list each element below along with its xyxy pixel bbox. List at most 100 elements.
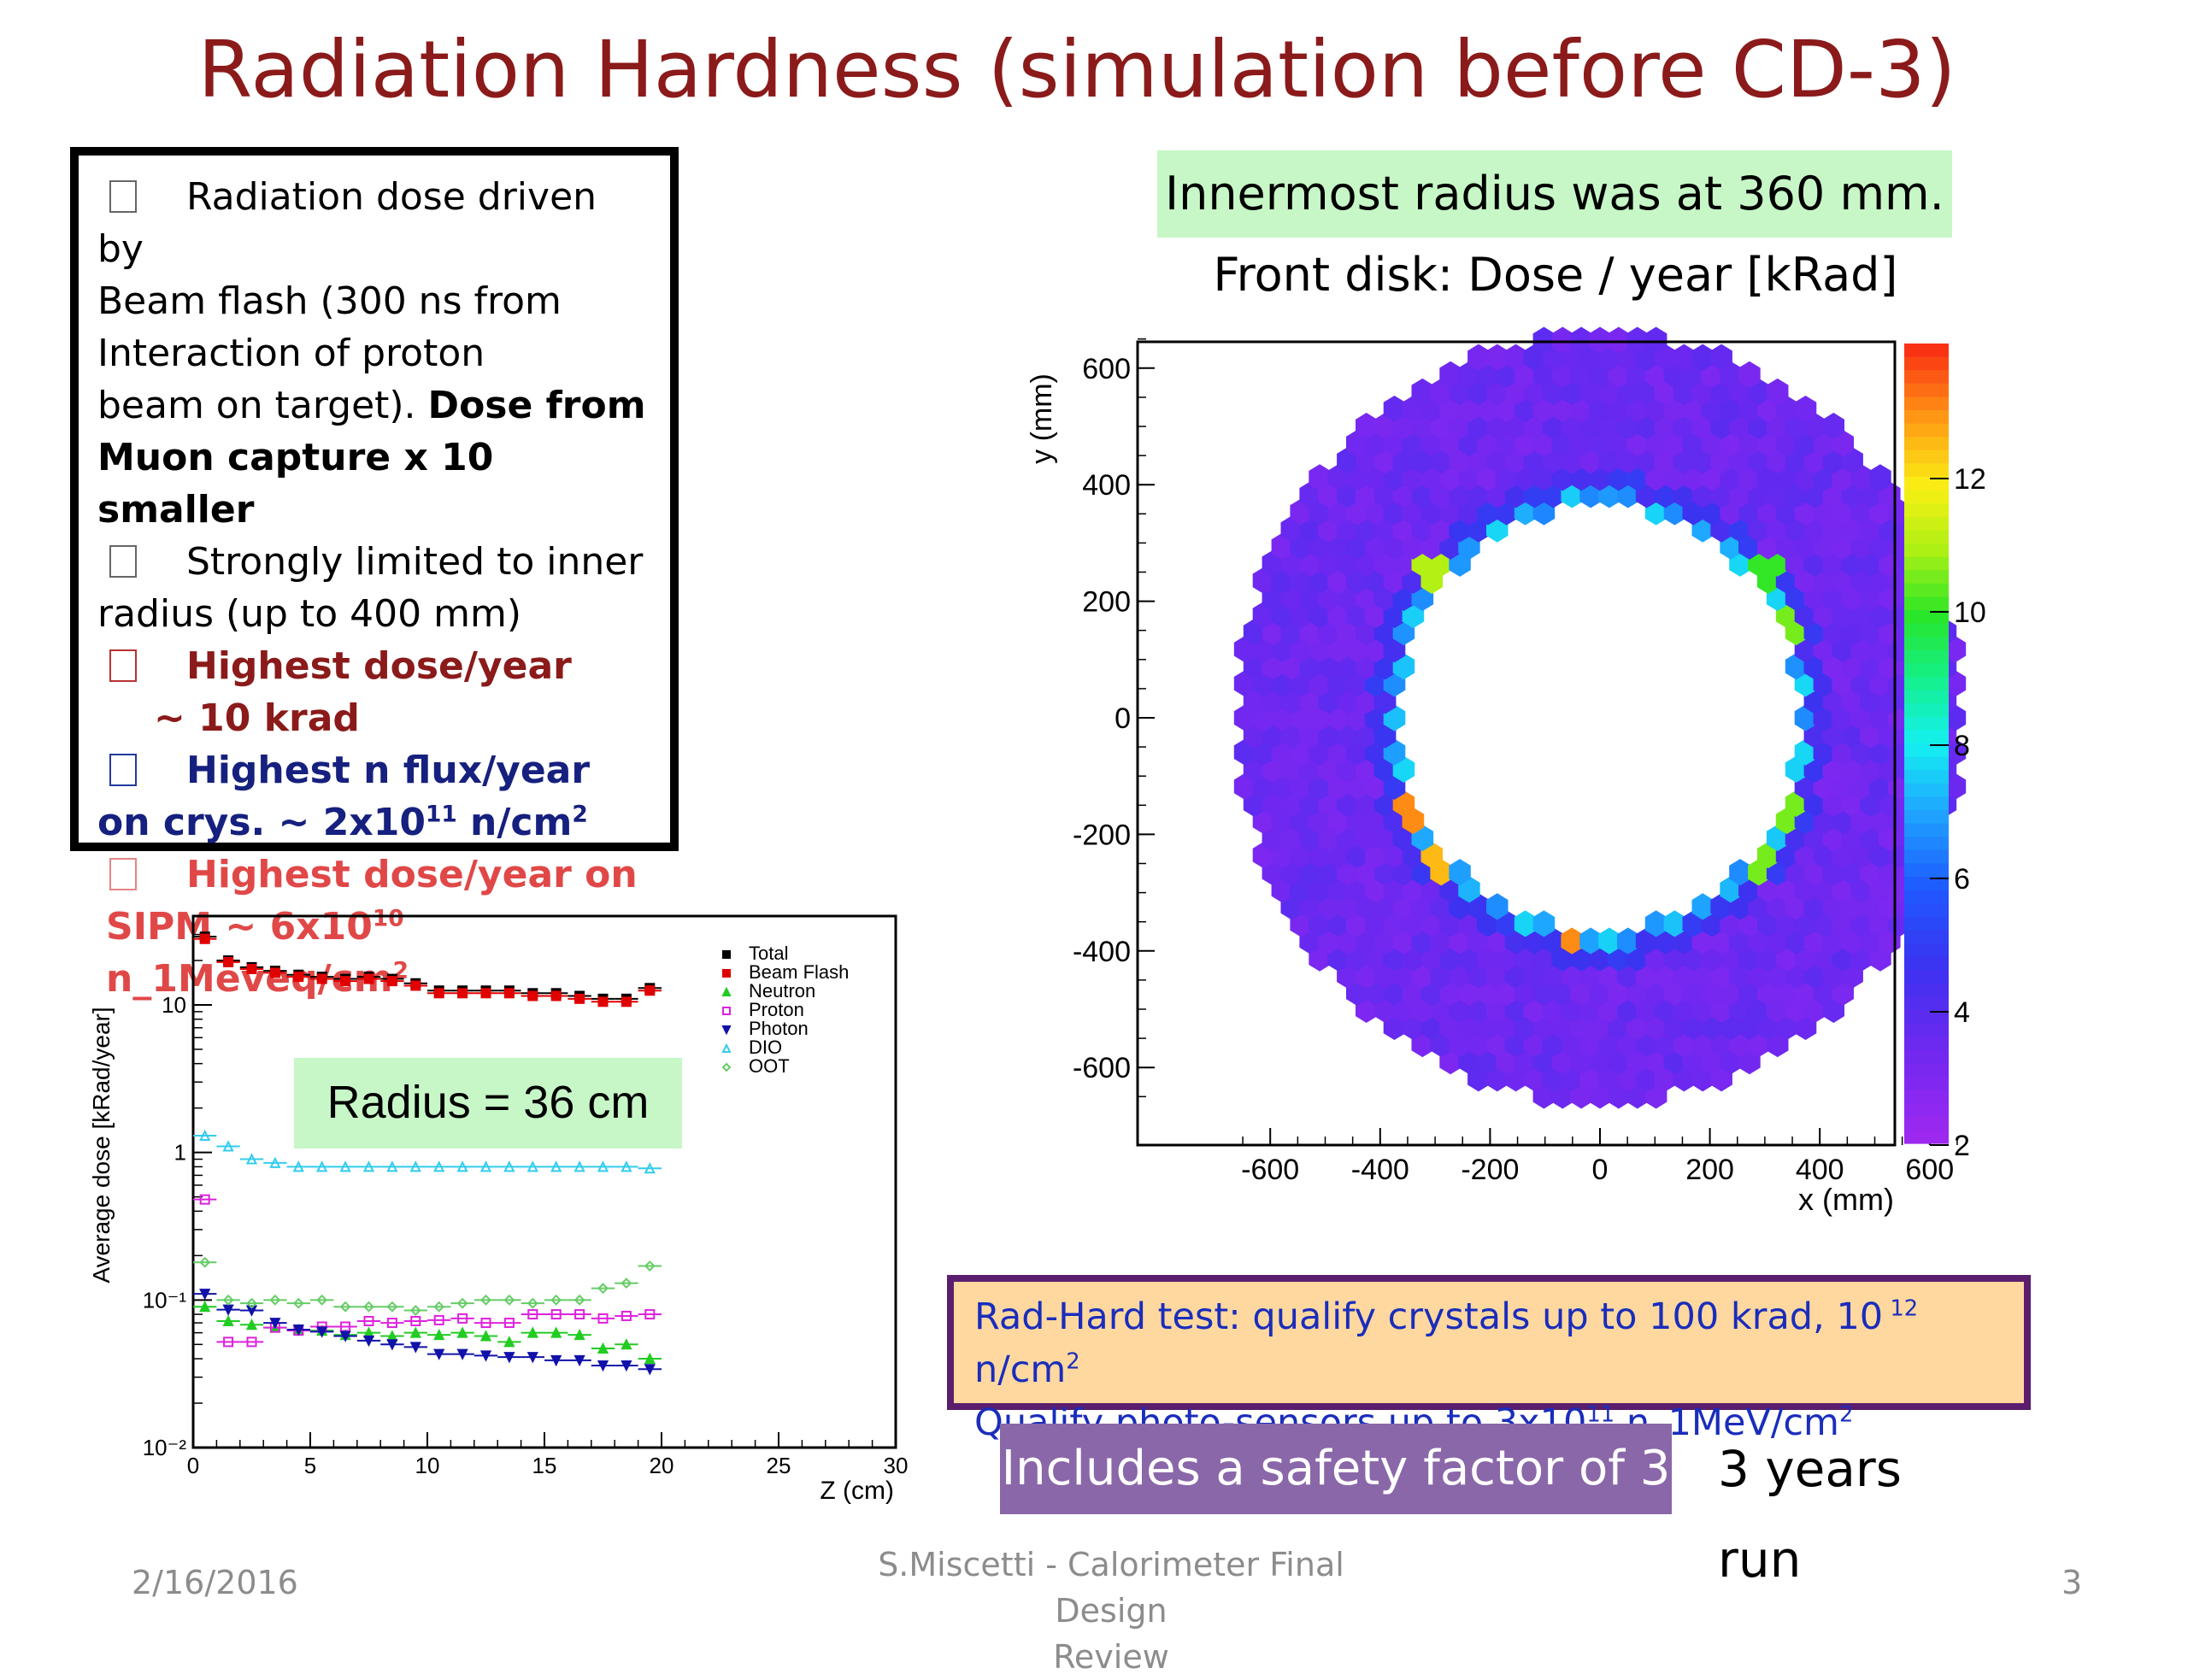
- superscript: 2: [572, 801, 588, 828]
- bullet-2: Strongly limited to inner: [97, 536, 651, 588]
- legend-label: Total: [749, 943, 788, 964]
- bullet-5: Highest dose/year on: [97, 849, 651, 901]
- bullet-3: Highest dose/year: [97, 640, 651, 692]
- colorbar-segment: [1904, 637, 1949, 651]
- colorbar-segment: [1904, 663, 1949, 678]
- bullet-text: SIPM ~ 6x10: [106, 905, 373, 949]
- colorbar-segment: [1904, 716, 1949, 731]
- y-tick-label: 10⁻²: [143, 1435, 187, 1460]
- data-point: [526, 1352, 538, 1364]
- colorbar-segment: [1904, 690, 1949, 704]
- colorbar-segment: [1904, 970, 1949, 984]
- data-point: [223, 956, 234, 967]
- data-point: [363, 1315, 374, 1326]
- radius-annotation: Radius = 36 cm: [327, 1077, 650, 1128]
- checkbox-icon: [109, 545, 137, 578]
- colorbar-segment: [1904, 570, 1949, 584]
- x-tick-label: 600: [1905, 1154, 1954, 1186]
- y-tick-label: 0: [1115, 702, 1131, 735]
- data-point: [409, 1305, 421, 1316]
- data-point: [199, 1194, 210, 1205]
- colorbar-segment: [1904, 490, 1949, 504]
- data-point: [316, 1294, 328, 1306]
- series-beam-flash: [193, 933, 662, 1007]
- y-tick-label: 10: [162, 992, 186, 1018]
- series-dio: [193, 1129, 662, 1174]
- slide-title: Radiation Hardness (simulation before CD…: [197, 24, 1956, 115]
- superscript: 11: [1586, 1401, 1615, 1428]
- data-point: [722, 950, 731, 959]
- bullet-bold: Dose from: [427, 384, 646, 427]
- colorbar-segment: [1904, 1049, 1949, 1064]
- colorbar-tick-label: 2: [1954, 1130, 1970, 1162]
- data-point: [621, 996, 632, 1007]
- data-point: [644, 1309, 656, 1320]
- superscript: 2: [1066, 1348, 1080, 1375]
- data-point: [386, 1160, 398, 1172]
- data-point: [574, 993, 585, 1004]
- data-point: [597, 1360, 609, 1372]
- data-point: [245, 1319, 258, 1330]
- checkbox-icon: [109, 858, 137, 890]
- data-point: [222, 1314, 234, 1326]
- colorbar-segment: [1904, 1116, 1949, 1131]
- data-point: [644, 1364, 656, 1376]
- data-point: [503, 1336, 515, 1348]
- y-tick-label: 600: [1082, 353, 1131, 385]
- data-point: [222, 1304, 234, 1316]
- crystal-cell: [1710, 344, 1732, 371]
- bullet-line: Muon capture x 10 smaller: [97, 432, 651, 536]
- y-tick-label: 1: [174, 1140, 186, 1166]
- y-axis-label: Average dose [kRad/year]: [88, 1007, 115, 1283]
- x-tick-label: 20: [650, 1453, 674, 1478]
- bullet-line: beam on target). Dose from: [97, 379, 651, 432]
- colorbar-segment: [1904, 449, 1949, 464]
- data-point: [526, 1326, 538, 1338]
- data-point: [433, 1314, 444, 1325]
- data-point: [721, 1062, 732, 1072]
- bullet-text: Highest n flux/year: [186, 749, 591, 792]
- data-point: [456, 1297, 468, 1309]
- colorbar-segment: [1904, 783, 1949, 797]
- data-point: [550, 1309, 562, 1320]
- data-point: [269, 1294, 281, 1306]
- colorbar-segment: [1904, 890, 1949, 904]
- data-point: [339, 1160, 351, 1172]
- data-point: [573, 1328, 585, 1341]
- colorbar-segment: [1904, 823, 1949, 837]
- colorbar-segment: [1904, 356, 1949, 371]
- y-axis-label: y (mm): [1026, 373, 1058, 464]
- data-point: [503, 1318, 515, 1329]
- x-tick-label: -600: [1241, 1154, 1299, 1186]
- crystal-cell: [1738, 361, 1761, 389]
- colorbar-tick-label: 8: [1954, 730, 1970, 762]
- x-tick-label: 25: [767, 1453, 791, 1478]
- data-point: [245, 1153, 258, 1165]
- colorbar-segment: [1904, 397, 1949, 411]
- data-point: [527, 990, 538, 1002]
- colorbar-segment: [1904, 1077, 1949, 1091]
- bullet-text: Strongly limited to inner: [186, 540, 644, 584]
- colorbar-segment: [1904, 463, 1949, 478]
- data-point: [457, 1313, 468, 1324]
- data-point: [621, 1278, 632, 1289]
- superscript: 12: [1883, 1295, 1919, 1322]
- data-point: [222, 1140, 234, 1152]
- legend-label: Neutron: [749, 980, 815, 1002]
- colorbar-segment: [1904, 370, 1949, 385]
- x-tick-label: 0: [187, 1453, 199, 1478]
- data-point: [433, 988, 444, 999]
- data-point: [316, 973, 327, 984]
- colorbar-segment: [1904, 516, 1949, 531]
- colorbar-segment: [1904, 983, 1949, 997]
- data-point: [386, 1330, 398, 1342]
- crystal-cell: [1766, 378, 1789, 406]
- data-point: [456, 1348, 468, 1360]
- data-point: [597, 1313, 609, 1324]
- colorbar-segment: [1904, 1130, 1949, 1144]
- colorbar-tick-label: 4: [1954, 996, 1970, 1029]
- data-point: [386, 1301, 398, 1313]
- colorbar-segment: [1904, 543, 1949, 558]
- years-run-label: 3 years run: [1718, 1440, 1902, 1589]
